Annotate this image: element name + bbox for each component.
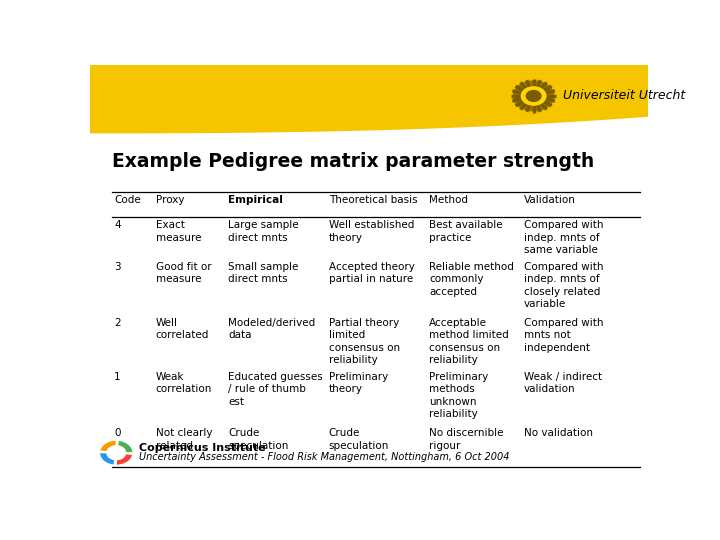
- Text: Preliminary
theory: Preliminary theory: [329, 372, 388, 395]
- Text: No discernible
rigour: No discernible rigour: [429, 428, 504, 450]
- Wedge shape: [99, 440, 116, 452]
- Text: No validation: No validation: [524, 428, 593, 438]
- Text: Example Pedigree matrix parameter strength: Example Pedigree matrix parameter streng…: [112, 152, 595, 171]
- Text: Small sample
direct mnts: Small sample direct mnts: [228, 262, 299, 284]
- Text: Crude
speculation: Crude speculation: [329, 428, 390, 450]
- Text: Accepted theory
partial in nature: Accepted theory partial in nature: [329, 262, 415, 284]
- Polygon shape: [0, 389, 90, 540]
- Text: Theoretical basis: Theoretical basis: [329, 195, 418, 205]
- Text: 3: 3: [114, 262, 121, 272]
- Text: Weak / indirect
validation: Weak / indirect validation: [524, 372, 602, 395]
- Text: Reliable method
commonly
accepted: Reliable method commonly accepted: [429, 262, 514, 296]
- Text: Educated guesses
/ rule of thumb
est: Educated guesses / rule of thumb est: [228, 372, 323, 407]
- Wedge shape: [99, 453, 115, 465]
- Text: Validation: Validation: [524, 195, 576, 205]
- Text: Best available
practice: Best available practice: [429, 220, 503, 242]
- Text: 0: 0: [114, 428, 120, 438]
- Text: Good fit or
measure: Good fit or measure: [156, 262, 212, 284]
- Text: 2: 2: [114, 318, 121, 328]
- Circle shape: [526, 91, 541, 102]
- Text: Preliminary
methods
unknown
reliability: Preliminary methods unknown reliability: [429, 372, 488, 419]
- Text: Large sample
direct mnts: Large sample direct mnts: [228, 220, 299, 242]
- Wedge shape: [117, 441, 133, 453]
- Text: Code: Code: [114, 195, 140, 205]
- Text: Partial theory
limited
consensus on
reliability: Partial theory limited consensus on reli…: [329, 318, 400, 365]
- Text: Modeled/derived
data: Modeled/derived data: [228, 318, 315, 340]
- Wedge shape: [116, 454, 132, 465]
- Text: Compared with
mnts not
independent: Compared with mnts not independent: [524, 318, 603, 353]
- Text: Exact
measure: Exact measure: [156, 220, 202, 242]
- Text: Empirical: Empirical: [228, 195, 283, 205]
- Text: Copernicus Institute: Copernicus Institute: [138, 443, 265, 453]
- Text: Well
correlated: Well correlated: [156, 318, 210, 340]
- Text: 4: 4: [114, 220, 121, 230]
- Text: Proxy: Proxy: [156, 195, 184, 205]
- Text: Acceptable
method limited
consensus on
reliability: Acceptable method limited consensus on r…: [429, 318, 509, 365]
- Circle shape: [521, 87, 546, 105]
- Text: Uncertainty Assessment - Flood Risk Management, Nottingham, 6 Oct 2004: Uncertainty Assessment - Flood Risk Mana…: [138, 452, 509, 462]
- Polygon shape: [90, 65, 648, 133]
- Circle shape: [513, 81, 554, 111]
- Text: Well established
theory: Well established theory: [329, 220, 414, 242]
- Text: Crude
speculation: Crude speculation: [228, 428, 289, 450]
- Text: Universiteit Utrecht: Universiteit Utrecht: [562, 90, 685, 103]
- Text: Not clearly
related: Not clearly related: [156, 428, 212, 450]
- Text: Compared with
indep. mnts of
closely related
variable: Compared with indep. mnts of closely rel…: [524, 262, 603, 309]
- Text: Compared with
indep. mnts of
same variable: Compared with indep. mnts of same variab…: [524, 220, 603, 255]
- Text: Weak
correlation: Weak correlation: [156, 372, 212, 395]
- Text: Method: Method: [429, 195, 468, 205]
- Text: 1: 1: [114, 372, 121, 382]
